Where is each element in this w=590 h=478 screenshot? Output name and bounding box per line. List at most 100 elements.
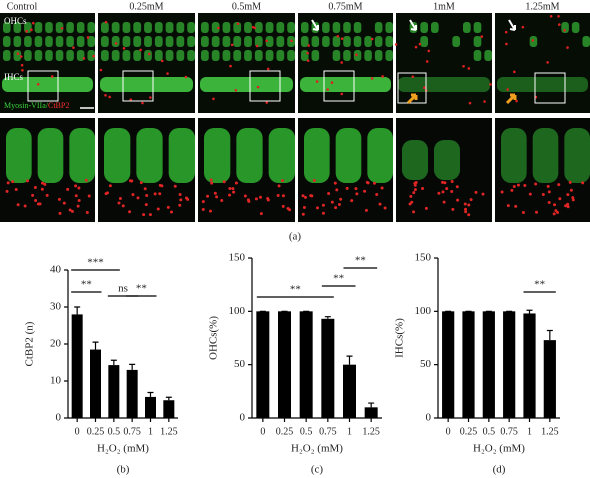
ribbon <box>442 200 446 204</box>
cell <box>104 128 131 183</box>
dot <box>306 51 309 55</box>
roi-box <box>122 70 154 102</box>
ribbon <box>581 181 585 185</box>
ohc <box>343 50 351 61</box>
dot <box>229 64 232 68</box>
dot <box>147 52 151 56</box>
ribbon <box>467 203 471 207</box>
error-bar <box>546 329 553 341</box>
dot <box>546 61 549 64</box>
ohc <box>87 36 95 47</box>
dot <box>31 21 35 25</box>
ohc <box>201 50 209 61</box>
ribbon <box>535 210 539 214</box>
ribbon <box>57 197 61 201</box>
sig-label: ** <box>333 273 344 285</box>
ribbon <box>16 203 20 207</box>
ribbon <box>33 186 37 190</box>
ribbon <box>243 194 247 198</box>
ribbon <box>43 182 47 186</box>
x-tick-label: 0.75 <box>319 426 337 437</box>
ribbon <box>375 192 379 196</box>
ribbon <box>441 190 445 194</box>
y-tick-label: 20 <box>50 338 62 350</box>
ribbon <box>528 192 532 196</box>
ribbon <box>153 192 157 196</box>
ribbon <box>68 208 72 212</box>
ribbon <box>5 189 9 193</box>
ohc <box>24 50 32 61</box>
ohc <box>66 50 74 61</box>
dot <box>141 101 144 105</box>
ribbon <box>84 178 88 182</box>
bar <box>278 311 291 418</box>
ohc <box>3 36 11 47</box>
ribbon <box>556 211 560 215</box>
ribbon <box>363 189 367 193</box>
ihc-row <box>100 77 193 92</box>
y-tick-label: 100 <box>415 305 432 317</box>
ohc <box>187 50 195 61</box>
ohc <box>463 22 471 33</box>
ribbon <box>23 204 27 208</box>
ribbon <box>25 179 29 183</box>
dot <box>370 77 374 80</box>
ribbon <box>566 193 570 197</box>
dot <box>394 43 398 46</box>
bar <box>321 318 335 418</box>
ohc <box>484 50 492 61</box>
dot <box>114 42 118 45</box>
dot <box>184 75 188 79</box>
ohc <box>265 22 274 33</box>
ribbon <box>566 205 570 209</box>
ribbon <box>500 190 504 194</box>
ribbon <box>481 192 485 196</box>
ohc <box>201 22 209 33</box>
error-bar <box>110 359 117 366</box>
ribbon <box>410 200 414 204</box>
ribbon <box>521 211 525 215</box>
ribbon <box>302 206 306 210</box>
ribbon <box>463 202 467 206</box>
ribbon <box>11 180 15 184</box>
ribbon <box>87 194 91 198</box>
sig-label: ** <box>355 255 366 267</box>
ribbon <box>40 181 44 185</box>
dot <box>549 15 553 18</box>
ribbon <box>467 213 471 217</box>
dot <box>60 26 64 30</box>
dot <box>563 29 566 32</box>
ribbon <box>558 197 562 201</box>
ribbon <box>413 188 417 192</box>
ribbon <box>158 192 162 196</box>
ribbon <box>130 179 134 183</box>
x-tick-label: 0 <box>75 426 80 437</box>
ribbon <box>321 211 325 215</box>
ribbon <box>77 186 81 190</box>
ohc <box>385 50 393 61</box>
bar <box>71 314 83 418</box>
ohc <box>332 36 341 47</box>
ohc <box>111 22 120 33</box>
stain-red: CtBP2 <box>48 101 69 110</box>
ohc <box>322 22 330 33</box>
ohc <box>76 22 85 33</box>
ribbon <box>569 188 573 192</box>
ribbon <box>259 195 263 199</box>
dot <box>340 61 344 64</box>
ribbon <box>464 207 468 211</box>
x-tick-label: 1.25 <box>541 426 559 437</box>
ohc <box>211 22 220 33</box>
cell <box>532 128 559 183</box>
cell <box>136 128 163 183</box>
ohc <box>265 50 274 61</box>
ohc <box>301 36 309 47</box>
bar <box>364 407 378 418</box>
ribbon <box>232 190 236 194</box>
y-tick-label: 100 <box>229 305 246 317</box>
dot <box>483 100 486 103</box>
ohc <box>353 36 362 47</box>
ribbon <box>156 207 160 211</box>
roi-box <box>534 72 566 104</box>
ribbon <box>210 181 214 185</box>
